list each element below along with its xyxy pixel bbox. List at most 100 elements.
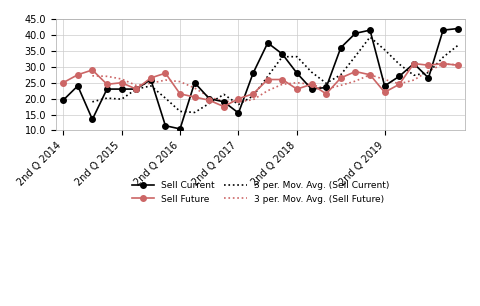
3 per. Mov. Avg. (Sell Current): [352, 54, 358, 58]
Sell Future: [352, 70, 358, 73]
Sell Current: [411, 62, 417, 65]
Sell Current: [60, 99, 66, 102]
3 per. Mov. Avg. (Sell Future): [352, 79, 358, 83]
3 per. Mov. Avg. (Sell Future): [104, 74, 110, 78]
3 per. Mov. Avg. (Sell Future): [440, 62, 446, 66]
3 per. Mov. Avg. (Sell Future): [119, 77, 124, 81]
3 per. Mov. Avg. (Sell Current): [177, 110, 183, 113]
Sell Future: [324, 92, 329, 96]
3 per. Mov. Avg. (Sell Future): [163, 78, 168, 82]
Sell Current: [338, 46, 344, 50]
3 per. Mov. Avg. (Sell Future): [148, 81, 154, 85]
3 per. Mov. Avg. (Sell Current): [455, 44, 461, 47]
Sell Current: [440, 28, 446, 32]
Sell Current: [89, 118, 95, 121]
Sell Future: [309, 83, 314, 86]
Sell Current: [236, 111, 241, 115]
Sell Future: [75, 73, 81, 76]
3 per. Mov. Avg. (Sell Future): [279, 83, 285, 86]
Sell Current: [206, 97, 212, 100]
3 per. Mov. Avg. (Sell Current): [192, 110, 198, 114]
3 per. Mov. Avg. (Sell Future): [236, 100, 241, 104]
Sell Current: [163, 124, 168, 128]
3 per. Mov. Avg. (Sell Current): [279, 55, 285, 58]
3 per. Mov. Avg. (Sell Current): [236, 103, 241, 106]
3 per. Mov. Avg. (Sell Future): [382, 78, 387, 81]
Sell Future: [119, 81, 124, 84]
3 per. Mov. Avg. (Sell Current): [338, 73, 344, 76]
Sell Current: [192, 81, 198, 84]
Sell Future: [455, 63, 461, 67]
Sell Future: [426, 63, 432, 67]
3 per. Mov. Avg. (Sell Future): [396, 82, 402, 86]
Sell Current: [148, 78, 154, 81]
3 per. Mov. Avg. (Sell Current): [440, 55, 446, 59]
3 per. Mov. Avg. (Sell Current): [426, 71, 432, 74]
Sell Future: [250, 92, 256, 96]
Sell Current: [396, 74, 402, 78]
Sell Current: [309, 87, 314, 91]
Sell Future: [133, 87, 139, 91]
3 per. Mov. Avg. (Sell Current): [265, 74, 271, 78]
3 per. Mov. Avg. (Sell Future): [294, 81, 300, 84]
Sell Future: [104, 83, 110, 86]
3 per. Mov. Avg. (Sell Current): [89, 100, 95, 104]
Sell Current: [221, 100, 227, 104]
3 per. Mov. Avg. (Sell Future): [455, 63, 461, 66]
Sell Current: [279, 52, 285, 56]
Sell Current: [265, 41, 271, 45]
Sell Future: [206, 99, 212, 102]
Sell Future: [89, 68, 95, 72]
Sell Future: [279, 78, 285, 81]
Sell Future: [294, 87, 300, 91]
Sell Current: [367, 28, 373, 32]
3 per. Mov. Avg. (Sell Future): [133, 84, 139, 87]
Sell Future: [148, 76, 154, 80]
3 per. Mov. Avg. (Sell Current): [133, 87, 139, 91]
Sell Current: [133, 87, 139, 91]
3 per. Mov. Avg. (Sell Future): [265, 89, 271, 92]
Sell Future: [163, 71, 168, 75]
Sell Current: [250, 71, 256, 75]
3 per. Mov. Avg. (Sell Future): [250, 98, 256, 102]
3 per. Mov. Avg. (Sell Current): [104, 96, 110, 100]
3 per. Mov. Avg. (Sell Current): [411, 73, 417, 77]
3 per. Mov. Avg. (Sell Current): [206, 102, 212, 105]
Sell Current: [352, 32, 358, 35]
3 per. Mov. Avg. (Sell Future): [411, 78, 417, 82]
3 per. Mov. Avg. (Sell Current): [367, 35, 373, 39]
Sell Future: [382, 91, 387, 94]
3 per. Mov. Avg. (Sell Future): [367, 73, 373, 76]
Line: Sell Future: Sell Future: [60, 61, 460, 109]
Line: 3 per. Mov. Avg. (Sell Future): 3 per. Mov. Avg. (Sell Future): [92, 64, 458, 102]
Sell Future: [192, 95, 198, 99]
3 per. Mov. Avg. (Sell Current): [148, 84, 154, 88]
Sell Future: [440, 62, 446, 65]
Sell Future: [60, 81, 66, 84]
Sell Future: [221, 105, 227, 108]
3 per. Mov. Avg. (Sell Current): [294, 55, 300, 58]
3 per. Mov. Avg. (Sell Future): [89, 74, 95, 78]
3 per. Mov. Avg. (Sell Future): [324, 87, 329, 91]
Sell Current: [104, 87, 110, 91]
3 per. Mov. Avg. (Sell Current): [396, 62, 402, 66]
Sell Future: [236, 97, 241, 100]
Sell Current: [119, 87, 124, 91]
Sell Current: [426, 76, 432, 80]
Line: Sell Current: Sell Current: [60, 26, 460, 132]
Legend: Sell Current, Sell Future, 3 per. Mov. Avg. (Sell Current), 3 per. Mov. Avg. (Se: Sell Current, Sell Future, 3 per. Mov. A…: [128, 177, 393, 207]
3 per. Mov. Avg. (Sell Future): [206, 95, 212, 99]
3 per. Mov. Avg. (Sell Current): [324, 81, 329, 85]
Sell Future: [265, 78, 271, 81]
Line: 3 per. Mov. Avg. (Sell Current): 3 per. Mov. Avg. (Sell Current): [92, 37, 458, 112]
3 per. Mov. Avg. (Sell Current): [163, 96, 168, 100]
3 per. Mov. Avg. (Sell Current): [250, 94, 256, 98]
Sell Future: [338, 76, 344, 80]
Sell Current: [294, 71, 300, 75]
3 per. Mov. Avg. (Sell Future): [309, 83, 314, 86]
3 per. Mov. Avg. (Sell Current): [382, 48, 387, 52]
Sell Future: [396, 83, 402, 86]
3 per. Mov. Avg. (Sell Current): [309, 70, 314, 74]
3 per. Mov. Avg. (Sell Current): [221, 92, 227, 96]
3 per. Mov. Avg. (Sell Future): [221, 99, 227, 103]
